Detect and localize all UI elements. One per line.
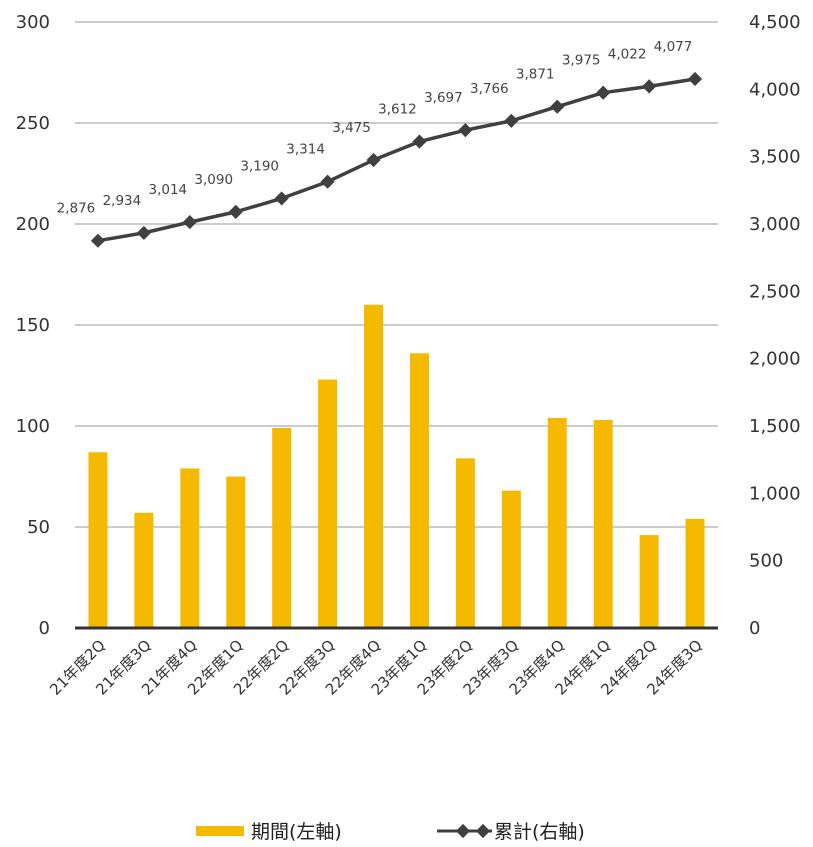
left-tick-6: 300 [16, 12, 50, 33]
legend-marker-1 [455, 823, 471, 839]
bar-1 [134, 512, 154, 628]
line-marker-6 [366, 152, 381, 168]
line-marker-12 [642, 79, 657, 94]
bar-7 [409, 353, 429, 628]
right-tick-9: 4,500 [749, 12, 801, 33]
bar-11 [593, 419, 613, 628]
bar-8 [455, 458, 475, 628]
data-label-10: 3,871 [516, 67, 555, 83]
data-label-13: 4,077 [654, 39, 693, 55]
legend-label-line: 累計(右軸) [494, 821, 585, 843]
line-marker-11 [596, 85, 611, 100]
line-marker-7 [412, 134, 427, 149]
bar-6 [364, 304, 384, 628]
data-label-1: 2,934 [103, 193, 142, 209]
line-markers [90, 71, 703, 248]
line-marker-3 [228, 204, 243, 219]
legend-swatch-bar [196, 826, 244, 836]
data-label-7: 3,612 [378, 102, 417, 118]
bar-4 [272, 428, 292, 628]
right-tick-6: 3,000 [749, 214, 801, 235]
right-tick-3: 1,500 [749, 416, 801, 437]
line-data-labels: 2,876 2,934 3,014 3,090 3,190 3,314 3,475 3,612… [57, 39, 693, 217]
legend-marker-2 [475, 823, 491, 839]
line-marker-4 [274, 191, 289, 206]
right-tick-2: 1,000 [749, 483, 801, 504]
right-tick-0: 0 [749, 618, 760, 639]
line-marker-10 [550, 99, 565, 114]
right-axis-ticks: 0 500 1,000 1,500 2,000 2,500 3,000 3,500 4,000 4… [749, 12, 801, 639]
bar-2 [180, 468, 200, 628]
left-tick-4: 200 [16, 214, 50, 235]
x-axis-ticks: 21年度2Q21年度3Q21年度4Q22年度1Q22年度2Q22年度3Q22年度… [46, 636, 706, 699]
data-label-3: 3,090 [194, 172, 233, 188]
left-tick-1: 50 [27, 517, 50, 538]
left-tick-3: 150 [16, 315, 50, 336]
line-marker-8 [458, 123, 473, 138]
line-series [97, 77, 696, 243]
data-label-6: 3,475 [332, 120, 371, 136]
left-axis-ticks: 0 50 100 150 200 250 300 [16, 12, 50, 639]
line-marker-13 [687, 71, 703, 87]
gridlines [75, 21, 718, 528]
right-tick-8: 4,000 [749, 79, 801, 100]
line-marker-5 [320, 174, 335, 189]
data-label-11: 3,975 [562, 53, 601, 69]
left-tick-0: 0 [39, 618, 50, 639]
data-label-12: 4,022 [608, 46, 647, 62]
line-path [97, 77, 696, 243]
left-tick-2: 100 [16, 416, 50, 437]
data-label-8: 3,697 [424, 90, 463, 106]
bar-9 [501, 490, 521, 628]
right-tick-5: 2,500 [749, 281, 801, 302]
legend: 期間(左軸) 累計(右軸) [196, 821, 585, 843]
line-marker-1 [136, 225, 151, 240]
bar-3 [226, 476, 246, 628]
left-tick-5: 250 [16, 113, 50, 134]
right-tick-1: 500 [749, 551, 783, 572]
bar-10 [547, 417, 567, 628]
bar-5 [318, 379, 338, 628]
line-marker-2 [182, 215, 197, 230]
line-marker-9 [504, 113, 519, 128]
bar-series [88, 304, 705, 628]
data-label-5: 3,314 [286, 142, 325, 158]
bar-13 [685, 518, 705, 628]
data-label-0: 2,876 [57, 201, 96, 217]
legend-label-bar: 期間(左軸) [251, 821, 342, 843]
data-label-2: 3,014 [148, 182, 187, 198]
line-marker-0 [90, 233, 106, 248]
right-tick-7: 3,500 [749, 147, 801, 168]
data-label-4: 3,190 [240, 158, 279, 174]
data-label-9: 3,766 [470, 81, 509, 97]
right-tick-4: 2,000 [749, 349, 801, 370]
bar-12 [639, 535, 659, 628]
bar-0 [88, 452, 108, 628]
